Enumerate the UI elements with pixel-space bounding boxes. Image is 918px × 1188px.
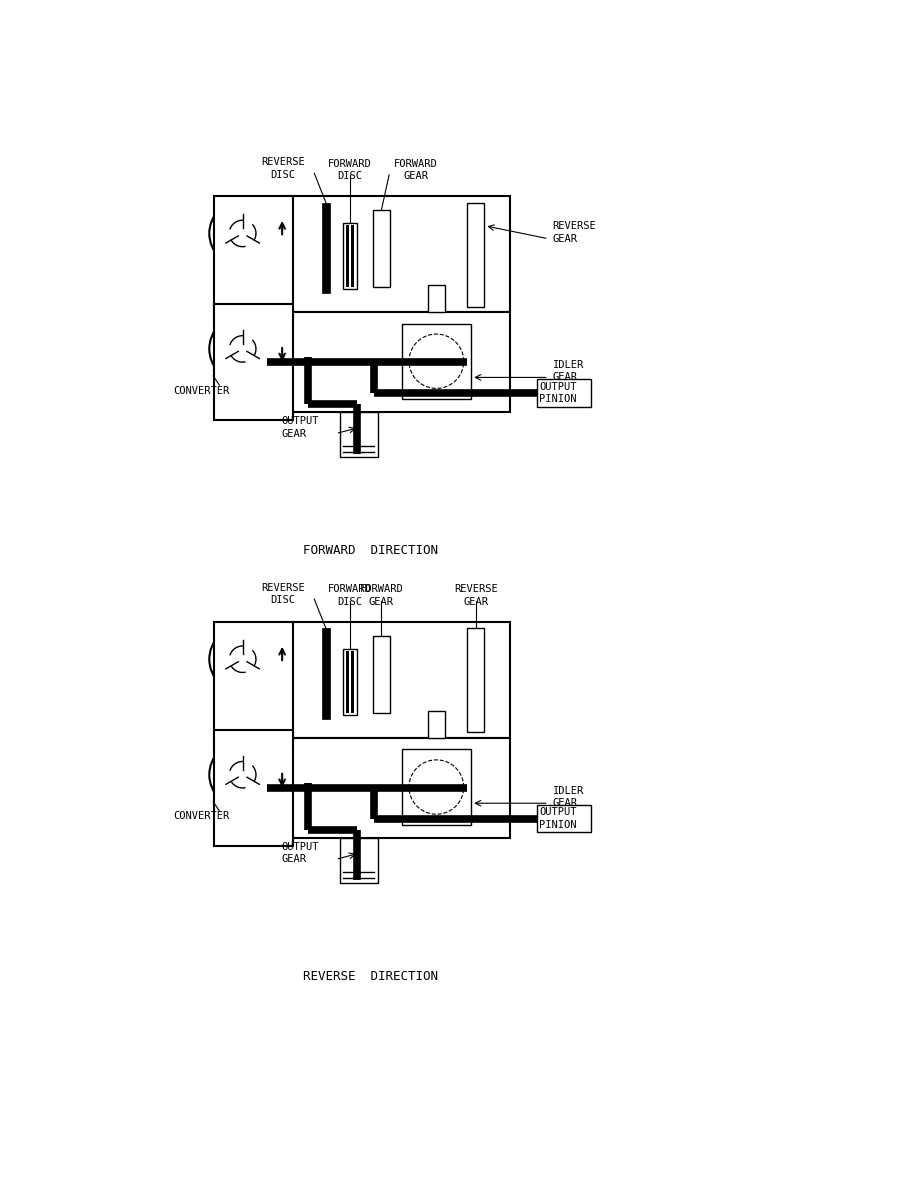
Text: CONVERTER: CONVERTER [173,385,230,396]
Text: FORWARD
DISC: FORWARD DISC [328,584,372,607]
Bar [214,731,293,846]
Bar [343,649,356,715]
Bar [467,628,485,732]
Circle shape [237,227,249,239]
Text: IDLER
GEAR: IDLER GEAR [553,360,584,383]
Bar [267,312,510,412]
Text: FORWARD  DIRECTION: FORWARD DIRECTION [303,544,438,557]
Text: REVERSE
DISC: REVERSE DISC [261,157,305,179]
Text: OUTPUT
GEAR: OUTPUT GEAR [282,416,319,438]
Circle shape [237,653,249,665]
Text: CONVERTER: CONVERTER [173,811,230,821]
Bar [346,651,349,713]
Bar [428,710,445,738]
Text: REVERSE
GEAR: REVERSE GEAR [454,584,498,607]
Bar [351,225,354,287]
Bar [267,738,510,838]
Text: OUTPUT
PINION: OUTPUT PINION [540,808,577,830]
Bar [373,210,390,287]
Bar [351,651,354,713]
Circle shape [237,769,249,781]
Text: IDLER
GEAR: IDLER GEAR [553,785,584,808]
Bar [373,636,390,713]
Bar [467,203,485,307]
Bar [401,323,471,399]
Text: OUTPUT
GEAR: OUTPUT GEAR [282,842,319,865]
Text: FORWARD
GEAR: FORWARD GEAR [360,584,403,607]
Bar [321,628,330,719]
Circle shape [237,343,249,355]
Text: REVERSE
DISC: REVERSE DISC [261,583,305,606]
Bar [537,379,591,406]
Text: OUTPUT
PINION: OUTPUT PINION [540,381,577,404]
Bar [343,223,356,289]
Bar [282,196,510,312]
Bar [340,838,378,883]
Bar [428,285,445,312]
Bar [346,225,349,287]
Text: FORWARD
DISC: FORWARD DISC [328,159,372,181]
Text: REVERSE  DIRECTION: REVERSE DIRECTION [303,969,438,982]
Bar [282,623,510,738]
Bar [401,750,471,824]
Text: FORWARD
GEAR: FORWARD GEAR [395,159,438,181]
Bar [321,203,330,293]
Bar [214,304,293,419]
Bar [214,196,293,320]
Bar [340,412,378,456]
Bar [214,623,293,746]
Bar [537,804,591,833]
Text: REVERSE
GEAR: REVERSE GEAR [553,221,597,244]
